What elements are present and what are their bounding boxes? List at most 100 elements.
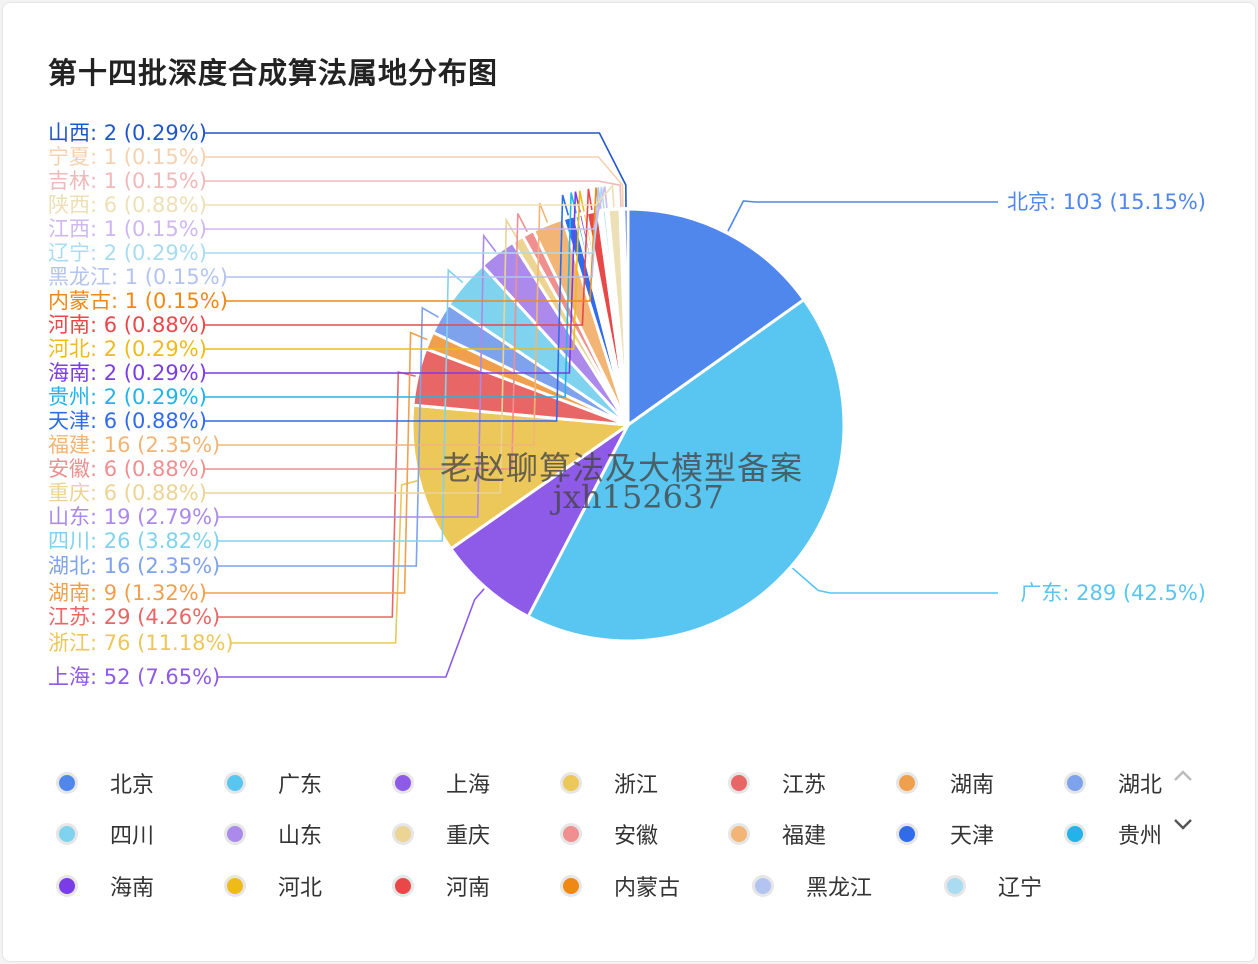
pie-slice-北京[interactable] <box>626 207 806 427</box>
legend-item-黑龙江[interactable]: 黑龙江 <box>752 871 872 901</box>
legend-item-福建[interactable]: 福建 <box>728 819 826 849</box>
slice-label-贵州: 贵州: 2 (0.29%) <box>48 385 207 409</box>
label-line-江苏 <box>217 371 416 618</box>
legend-label: 福建 <box>782 824 827 849</box>
slice-label-上海: 上海: 52 (7.65%) <box>48 665 220 689</box>
legend-marker-icon <box>560 875 582 897</box>
legend-marker-icon <box>224 875 246 897</box>
legend-label: 北京 <box>110 773 155 798</box>
slice-label-北京: 北京: 103 (15.15%) <box>1007 190 1206 214</box>
legend-marker-icon <box>224 823 246 845</box>
label-line-吉林 <box>205 180 622 208</box>
legend-item-四川[interactable]: 四川 <box>56 819 154 849</box>
chevron-up-icon[interactable] <box>1172 769 1198 795</box>
legend-marker-icon <box>224 772 246 794</box>
legend-marker-icon <box>752 875 774 897</box>
legend-marker-icon <box>944 875 966 897</box>
label-line-安徽 <box>205 213 528 470</box>
legend-item-贵州[interactable]: 贵州 <box>1064 819 1162 849</box>
pie-slice-广东[interactable] <box>526 298 846 643</box>
pie-slice-上海[interactable] <box>449 423 630 619</box>
legend-label: 黑龙江 <box>806 876 873 901</box>
slice-label-河南: 河南: 6 (0.88%) <box>48 313 207 337</box>
legend-marker-icon <box>896 823 918 845</box>
slice-label-海南: 海南: 2 (0.29%) <box>48 361 207 385</box>
legend-marker-icon <box>1064 772 1086 794</box>
chart-title: 第十四批深度合成算法属地分布图 <box>48 56 499 90</box>
legend-label: 河北 <box>278 876 323 901</box>
slice-label-重庆: 重庆: 6 (0.88%) <box>48 481 207 505</box>
legend-label: 辽宁 <box>998 876 1043 901</box>
legend-label: 上海 <box>446 773 491 798</box>
legend-item-山东[interactable]: 山东 <box>224 819 322 849</box>
legend-marker-icon <box>392 823 414 845</box>
legend-item-江苏[interactable]: 江苏 <box>728 768 826 798</box>
legend-marker-icon <box>896 772 918 794</box>
legend-marker-icon <box>560 772 582 794</box>
legend-item-天津[interactable]: 天津 <box>896 819 994 849</box>
legend-item-上海[interactable]: 上海 <box>392 768 490 798</box>
legend-item-北京[interactable]: 北京 <box>56 768 154 798</box>
label-line-上海 <box>217 588 485 678</box>
slice-label-天津: 天津: 6 (0.88%) <box>48 409 207 433</box>
legend-item-湖南[interactable]: 湖南 <box>896 768 994 798</box>
label-line-山东 <box>217 233 497 518</box>
label-line-宁夏 <box>205 156 624 208</box>
slice-label-浙江: 浙江: 76 (11.18%) <box>48 631 234 655</box>
legend-item-内蒙古[interactable]: 内蒙古 <box>560 871 680 901</box>
slice-label-山西: 山西: 2 (0.29%) <box>48 121 207 145</box>
legend-label: 江苏 <box>782 773 827 798</box>
legend-marker-icon <box>560 823 582 845</box>
label-line-海南 <box>205 191 581 374</box>
slice-label-湖北: 湖北: 16 (2.35%) <box>48 554 220 578</box>
slice-label-江西: 江西: 1 (0.15%) <box>48 217 207 241</box>
slice-label-山东: 山东: 19 (2.79%) <box>48 505 220 529</box>
legend-marker-icon <box>56 823 78 845</box>
legend-label: 湖南 <box>950 773 995 798</box>
legend-label: 山东 <box>278 824 323 849</box>
legend-item-湖北[interactable]: 湖北 <box>1064 768 1162 798</box>
slice-label-福建: 福建: 16 (2.35%) <box>48 433 220 457</box>
label-line-陕西 <box>205 183 615 208</box>
slice-label-吉林: 吉林: 1 (0.15%) <box>48 169 207 193</box>
legend-label: 广东 <box>278 773 323 798</box>
legend-item-海南[interactable]: 海南 <box>56 871 154 901</box>
slice-label-安徽: 安徽: 6 (0.88%) <box>48 457 207 481</box>
legend-label: 天津 <box>950 824 995 849</box>
legend-item-广东[interactable]: 广东 <box>224 768 322 798</box>
legend-label: 四川 <box>110 824 155 849</box>
legend-item-辽宁[interactable]: 辽宁 <box>944 871 1042 901</box>
label-line-湖南 <box>205 331 428 594</box>
label-line-贵州 <box>205 192 577 398</box>
label-line-福建 <box>217 202 549 446</box>
label-line-湖北 <box>217 306 439 567</box>
pie-slice-山西[interactable] <box>622 207 630 427</box>
label-line-山西 <box>205 132 627 208</box>
slice-label-湖南: 湖南: 9 (1.32%) <box>48 581 207 605</box>
label-line-江西 <box>205 186 608 230</box>
slice-label-河北: 河北: 2 (0.29%) <box>48 337 207 361</box>
legend-item-重庆[interactable]: 重庆 <box>392 819 490 849</box>
legend-label: 海南 <box>110 876 155 901</box>
slice-label-宁夏: 宁夏: 1 (0.15%) <box>48 145 207 169</box>
legend-item-安徽[interactable]: 安徽 <box>560 819 658 849</box>
label-line-河北 <box>205 190 585 350</box>
slice-label-陕西: 陕西: 6 (0.88%) <box>48 193 207 217</box>
legend-item-河南[interactable]: 河南 <box>392 871 490 901</box>
legend-label: 内蒙古 <box>614 876 681 901</box>
slice-label-广东: 广东: 289 (42.5%) <box>1020 581 1206 605</box>
slice-label-江苏: 江苏: 29 (4.26%) <box>48 605 220 629</box>
pie-slice-浙江[interactable] <box>410 403 630 551</box>
chevron-down-icon[interactable] <box>1172 817 1198 843</box>
slice-label-黑龙江: 黑龙江: 1 (0.15%) <box>48 265 228 289</box>
legend-marker-icon <box>392 875 414 897</box>
legend-item-河北[interactable]: 河北 <box>224 871 322 901</box>
legend-marker-icon <box>728 772 750 794</box>
legend-marker-icon <box>56 875 78 897</box>
legend-item-浙江[interactable]: 浙江 <box>560 768 658 798</box>
legend-label: 河南 <box>446 876 491 901</box>
label-line-浙江 <box>230 480 418 644</box>
legend-marker-icon <box>728 823 750 845</box>
